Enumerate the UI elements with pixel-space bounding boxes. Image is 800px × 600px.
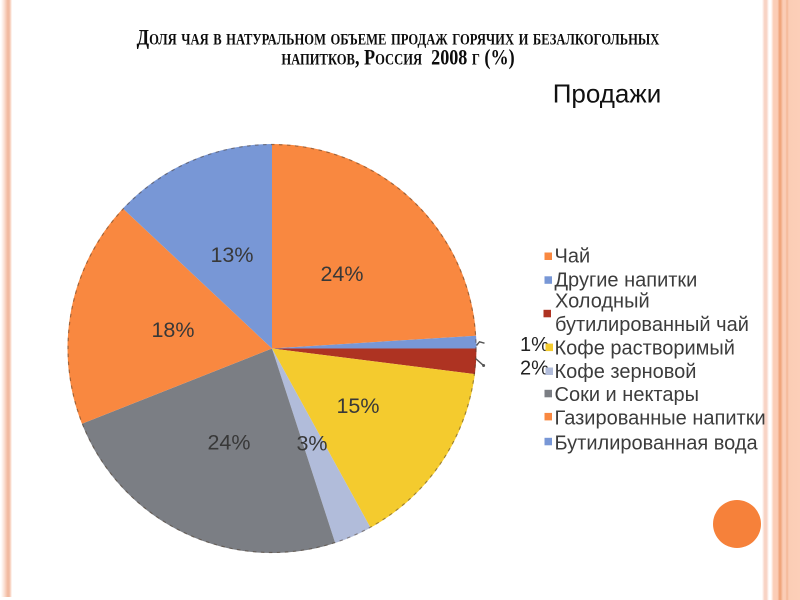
svg-text:Другие напитки: Другие напитки <box>555 269 698 291</box>
svg-text:Продажи: Продажи <box>553 79 662 109</box>
svg-text:15%: 15% <box>336 394 379 418</box>
svg-text:Кофе растворимый: Кофе растворимый <box>555 337 735 359</box>
svg-text:3%: 3% <box>296 432 327 456</box>
svg-text:Газированные напитки: Газированные напитки <box>555 408 766 430</box>
svg-text:Бутилированная вода: Бутилированная вода <box>555 433 759 455</box>
svg-text:Чай: Чай <box>555 246 591 268</box>
svg-text:24%: 24% <box>320 262 363 286</box>
svg-text:бутилированный чай: бутилированный чай <box>555 314 749 336</box>
svg-text:18%: 18% <box>151 318 194 342</box>
svg-text:Холодный: Холодный <box>555 290 650 312</box>
svg-text:1%: 1% <box>520 334 549 356</box>
svg-text:Кофе зерновой: Кофе зерновой <box>555 361 697 383</box>
svg-text:24%: 24% <box>207 431 250 455</box>
svg-text:напитков, Россия 2008 г (%): напитков, Россия 2008 г (%) <box>281 46 514 70</box>
svg-text:Доля чая в натуральном объеме: Доля чая в натуральном объеме продаж гор… <box>137 26 660 50</box>
svg-text:Соки и нектары: Соки и нектары <box>555 384 699 406</box>
svg-text:13%: 13% <box>210 243 253 267</box>
svg-text:2%: 2% <box>520 358 549 380</box>
